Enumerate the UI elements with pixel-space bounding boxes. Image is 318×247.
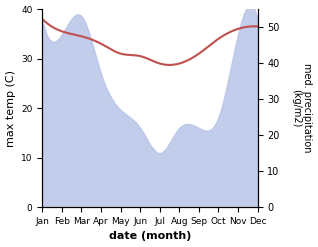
Y-axis label: med. precipitation
(kg/m2): med. precipitation (kg/m2) <box>291 63 313 153</box>
X-axis label: date (month): date (month) <box>109 231 191 242</box>
Y-axis label: max temp (C): max temp (C) <box>5 70 16 147</box>
